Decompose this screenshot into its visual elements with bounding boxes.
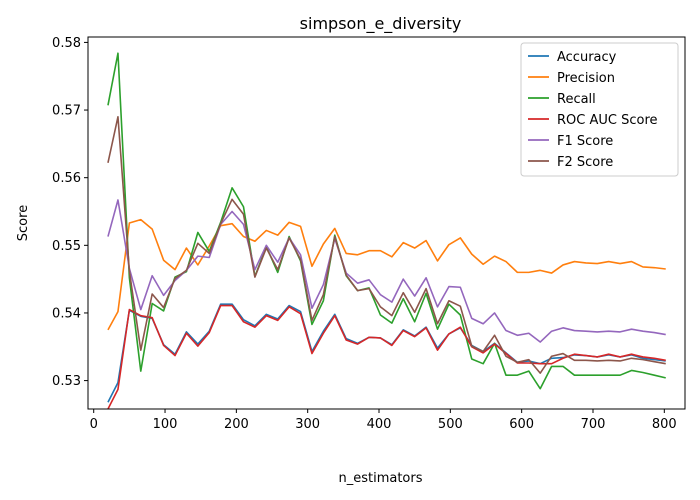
legend-label: Recall [557,92,596,107]
y-tick-label: 0.56 [52,171,81,186]
legend-label: ROC AUC Score [557,113,658,128]
legend-label: F2 Score [557,155,613,170]
series-line-f1-score [107,199,666,343]
legend-box [520,42,679,177]
x-tick-label: 700 [581,417,606,432]
y-tick-label: 0.58 [52,36,81,51]
x-tick-label: 400 [367,417,392,432]
x-tick-label: 300 [295,417,320,432]
legend-label: Precision [557,71,615,86]
plot-frame [87,36,686,410]
series-line-precision [107,218,666,331]
legend-label: F1 Score [557,134,613,149]
y-tick-label: 0.53 [52,374,81,389]
series-line-recall [107,52,666,390]
y-tick-label: 0.57 [52,104,81,119]
series-line-f2-score [107,116,666,374]
x-tick-label: 100 [153,417,178,432]
x-tick-label: 200 [224,417,249,432]
series-line-roc-auc-score [107,304,666,410]
x-tick-label: 500 [438,417,463,432]
x-axis-label: n_estimators [338,471,422,486]
y-axis: 0.53 0.54 0.55 0.56 0.57 0.58 [52,36,88,389]
x-tick-label: 800 [652,417,677,432]
x-axis: 0 100 200 300 400 500 600 700 800 [90,409,677,432]
y-axis-label: Score [16,205,31,241]
x-tick-label: 0 [90,417,98,432]
legend: Accuracy Precision Recall ROC AUC Score F1 S… [520,42,679,177]
plot-area [107,52,666,410]
legend-label: Accuracy [557,50,617,65]
x-tick-label: 600 [509,417,534,432]
chart-title: simpson_e_diversity [300,14,462,34]
y-tick-label: 0.55 [52,239,81,254]
y-tick-label: 0.54 [52,306,81,321]
